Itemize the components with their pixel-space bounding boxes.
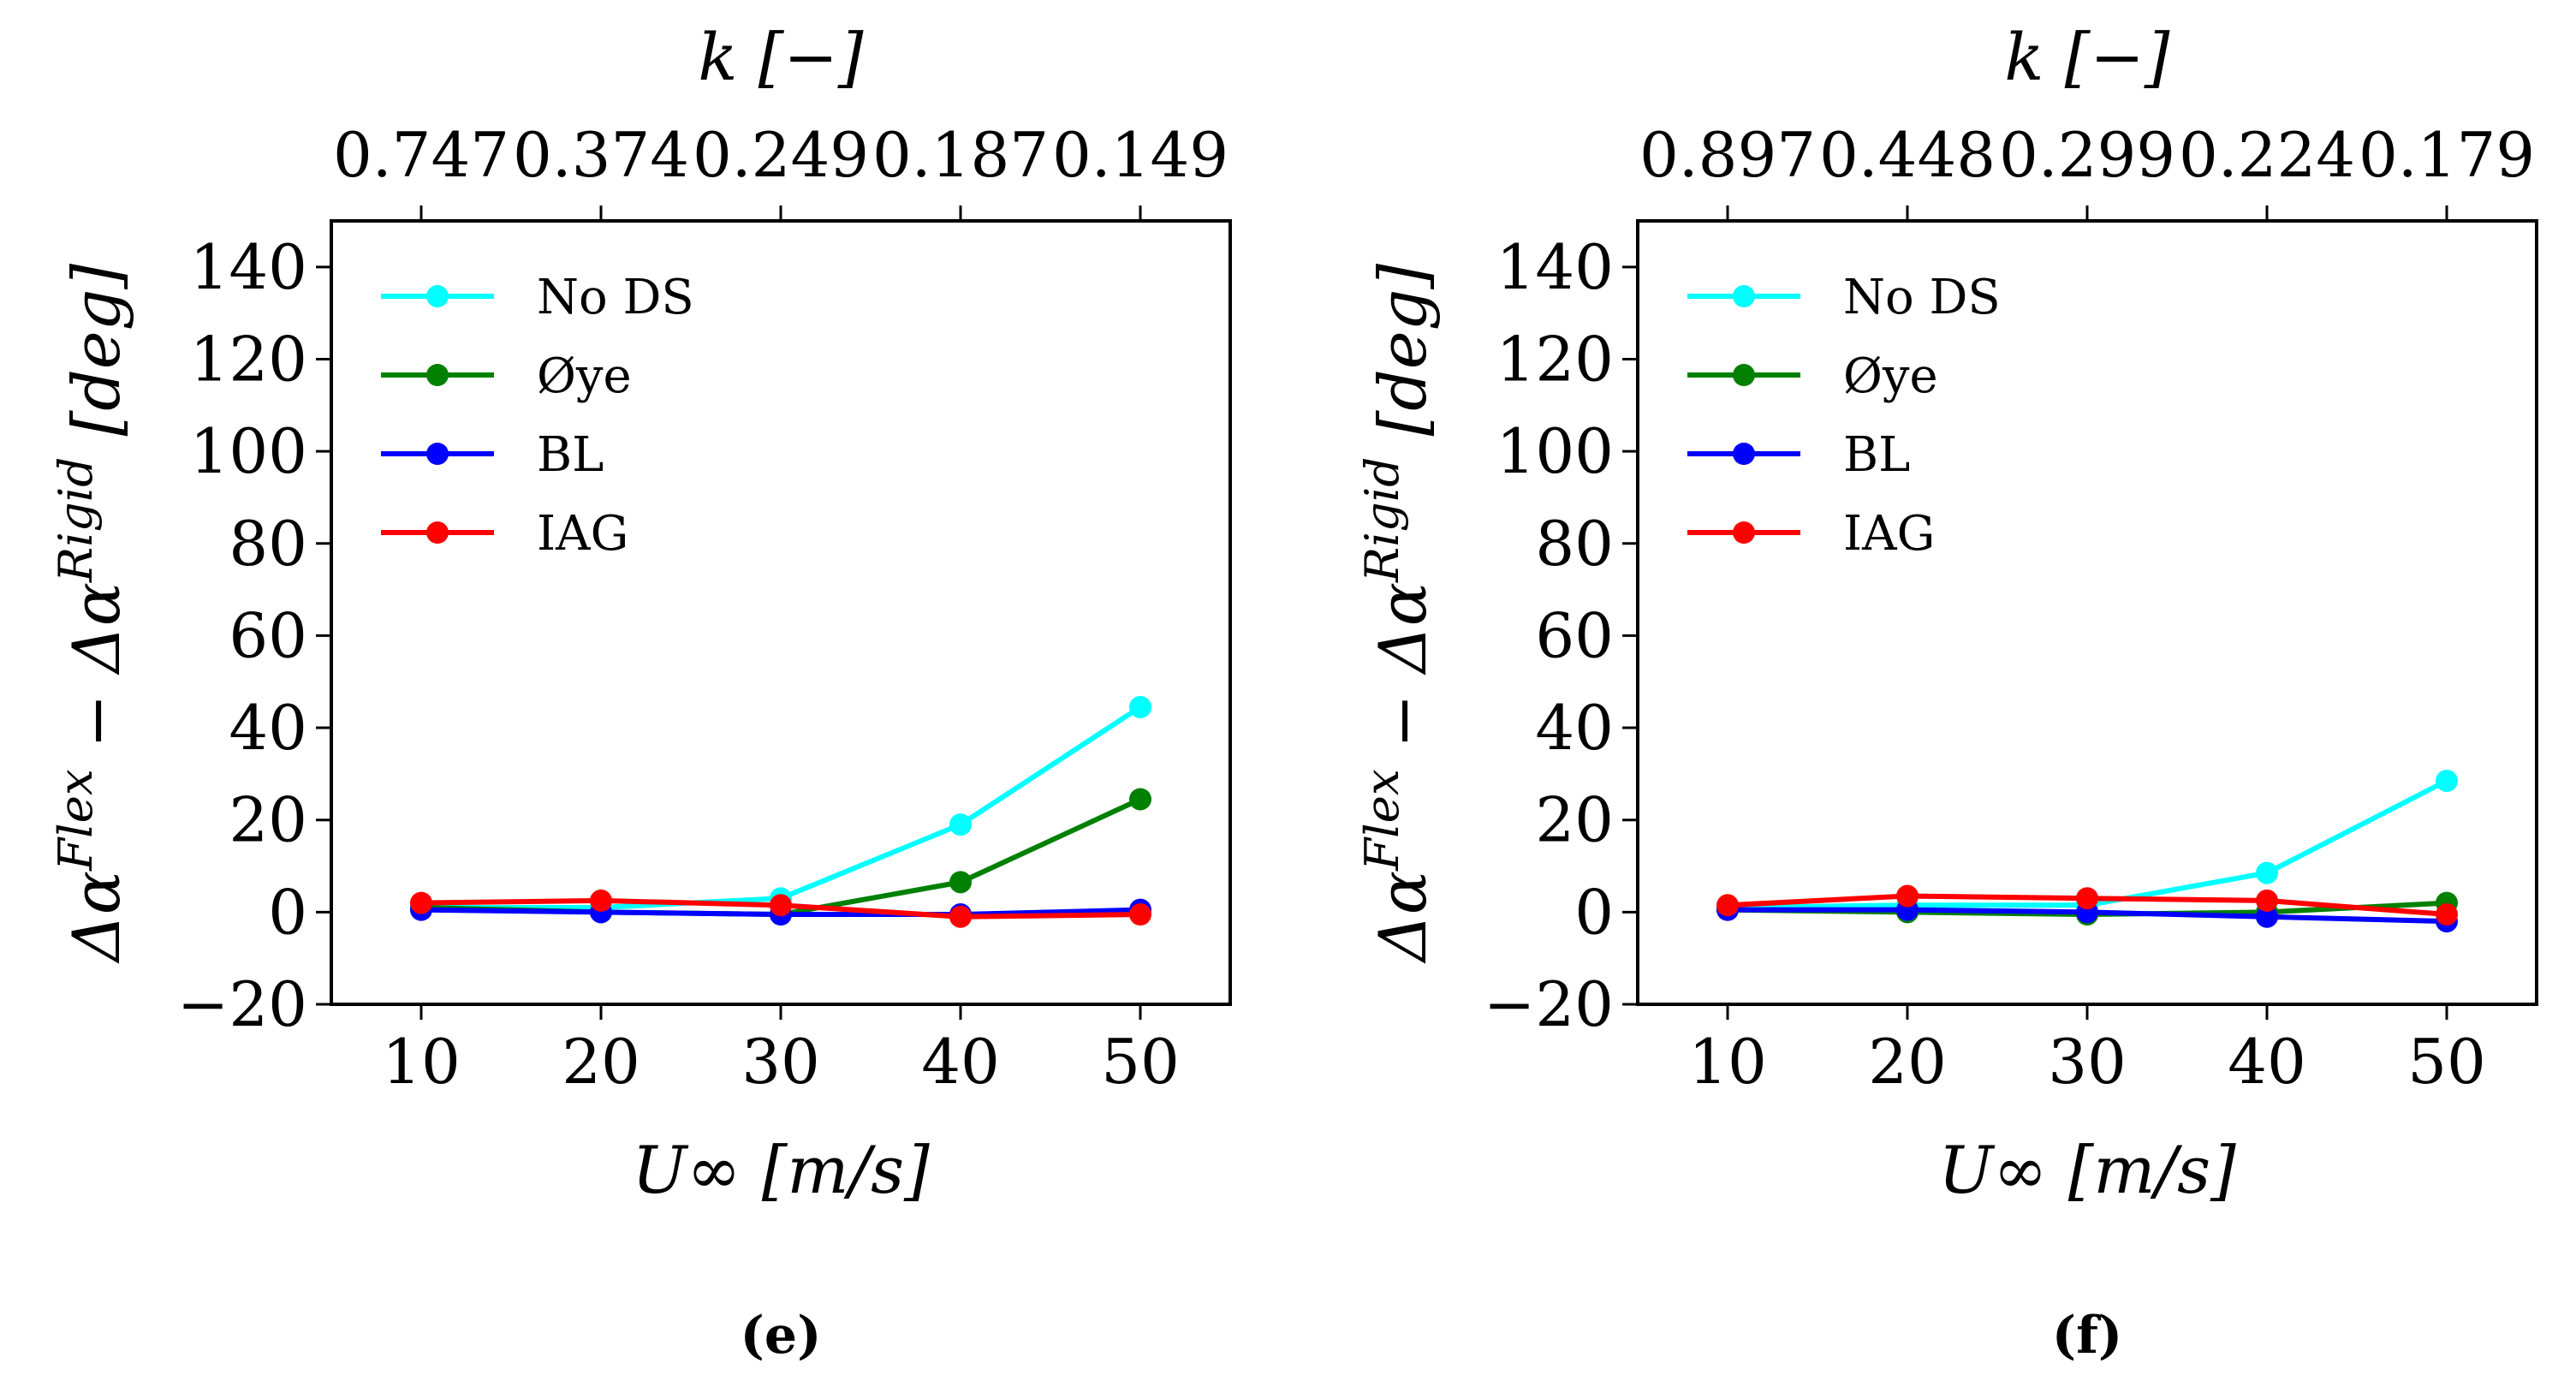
legend-marker [426, 285, 449, 307]
legend-marker [1733, 521, 1755, 544]
y-tick-label: −20 [1484, 968, 1614, 1040]
y-tick-label: 20 [1535, 784, 1614, 856]
y-tick-label: 100 [1496, 415, 1614, 487]
legend-marker [426, 443, 449, 465]
data-point [2436, 903, 2458, 926]
y-axis-title-sup: Rigid [48, 457, 103, 583]
legend-marker [426, 521, 449, 544]
y-tick-label: 80 [1535, 508, 1614, 580]
legend-marker [426, 364, 449, 386]
top-x-axis-title: k [−] [698, 19, 864, 95]
x-tick-label: 50 [1101, 1026, 1180, 1098]
panel-label: (f) [2052, 1306, 2123, 1366]
legend-label: IAG [537, 506, 628, 562]
y-tick-label: 20 [229, 784, 307, 856]
data-point [1129, 695, 1151, 718]
legend-label: No DS [1843, 270, 2001, 325]
y-tick-label: 100 [190, 415, 307, 487]
y-axis-title-part: − [1365, 694, 1441, 769]
data-point [949, 813, 972, 836]
y-axis-title-part: [deg] [58, 264, 134, 457]
legend-label: BL [1843, 427, 1910, 483]
top-x-tick-label: 0.149 [1052, 119, 1229, 191]
legend-marker [1733, 285, 1755, 307]
legend-label: IAG [1843, 506, 1935, 562]
y-tick-label: 140 [1496, 231, 1614, 303]
data-point [2256, 861, 2278, 884]
y-axis-title-part: Δα [1365, 582, 1441, 694]
legend-label: Øye [537, 348, 632, 404]
data-point [2076, 887, 2098, 910]
y-axis-title-part: Δα [1365, 871, 1441, 964]
legend-label: BL [537, 427, 604, 483]
y-tick-label: 0 [268, 876, 307, 948]
x-axis-title: U∞ [m/s] [632, 1132, 930, 1208]
x-axis-title: U∞ [m/s] [1938, 1132, 2236, 1208]
data-point [1716, 894, 1739, 917]
y-axis-title-sup: Flex [1354, 769, 1409, 872]
y-tick-label: 0 [1574, 876, 1614, 948]
series-line-0 [421, 705, 1142, 910]
data-point [1129, 903, 1151, 926]
data-point [949, 871, 972, 894]
data-point [2256, 889, 2278, 912]
top-x-tick-label: 0.374 [513, 119, 689, 191]
y-tick-label: 120 [1496, 323, 1614, 395]
top-x-tick-label: 0.224 [2179, 119, 2355, 191]
x-tick-label: 30 [2048, 1026, 2127, 1098]
data-point [2436, 769, 2458, 792]
chart-panel-f: 10 20 30 40 50 0.897 0.448 0.299 0.224 0.179 −20 0 2… [1354, 19, 2538, 1366]
y-axis-title-part: Δα [58, 871, 134, 964]
legend-marker [1733, 364, 1755, 386]
y-tick-label: 80 [229, 508, 307, 580]
top-x-tick-label: 0.179 [2359, 119, 2535, 191]
top-x-tick-label: 0.897 [1639, 119, 1816, 191]
data-point [1129, 788, 1151, 811]
top-x-axis-title: k [−] [2004, 19, 2170, 95]
y-tick-label: −20 [177, 968, 307, 1040]
data-point [590, 889, 612, 912]
legend-label: No DS [537, 270, 694, 325]
x-tick-label: 50 [2407, 1026, 2486, 1098]
legend-label: Øye [1843, 348, 1938, 404]
y-axis-title-sup: Rigid [1354, 457, 1409, 583]
data-point [2256, 905, 2278, 928]
x-tick-label: 20 [1868, 1026, 1947, 1098]
y-axis-title-part: Δα [58, 582, 134, 694]
top-x-tick-label: 0.299 [1999, 119, 2175, 191]
data-point [1896, 884, 1919, 908]
y-axis-title-part: [deg] [1365, 264, 1441, 457]
y-tick-label: 40 [229, 692, 307, 764]
x-tick-label: 10 [382, 1026, 461, 1098]
y-axis-title: ΔαFlex − ΔαRigid [deg] [1354, 264, 1441, 965]
y-axis-title: ΔαFlex − ΔαRigid [deg] [48, 264, 134, 965]
plot-frame [330, 219, 1232, 1006]
x-tick-label: 10 [1688, 1026, 1767, 1098]
x-tick-label: 40 [921, 1026, 1000, 1098]
top-x-tick-label: 0.187 [872, 119, 1049, 191]
data-point [949, 905, 972, 928]
x-tick-label: 30 [741, 1026, 820, 1098]
x-tick-label: 40 [2228, 1026, 2306, 1098]
y-tick-label: 120 [190, 323, 307, 395]
y-tick-label: 60 [1535, 599, 1614, 671]
data-point [410, 891, 432, 914]
y-axis-title-sup: Flex [48, 769, 103, 872]
data-point [770, 894, 792, 917]
plot-frame [1636, 219, 2538, 1006]
top-x-tick-label: 0.747 [333, 119, 509, 191]
legend-marker [1733, 443, 1755, 465]
chart-panel-e: 10 20 30 40 50 0.747 0.374 0.249 0.187 0.149 −20 0 2… [48, 19, 1232, 1366]
x-tick-label: 20 [562, 1026, 640, 1098]
panel-label: (e) [741, 1306, 822, 1366]
y-tick-label: 40 [1535, 692, 1614, 764]
y-tick-label: 140 [190, 231, 307, 303]
y-axis-title-part: − [58, 694, 134, 769]
top-x-tick-label: 0.249 [693, 119, 869, 191]
top-x-tick-label: 0.448 [1819, 119, 1996, 191]
y-tick-label: 60 [229, 599, 307, 671]
